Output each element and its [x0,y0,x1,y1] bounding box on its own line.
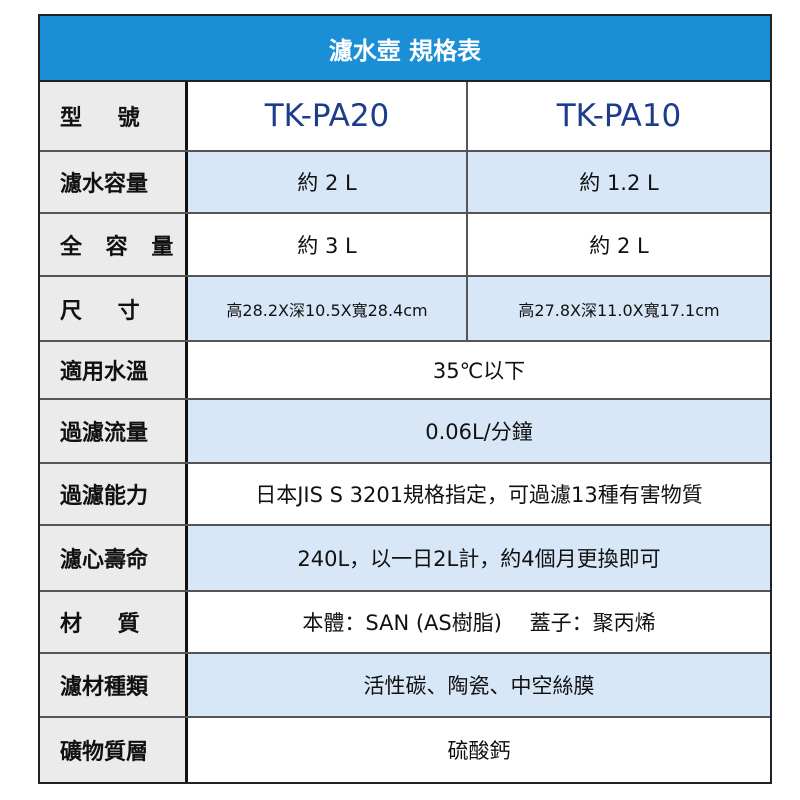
row-water-temp: 適用水溫 35℃以下 [40,342,770,400]
row-label: 礦物質層 [40,718,188,782]
value: 活性碳、陶瓷、中空絲膜 [188,654,770,716]
value: 硫酸鈣 [447,739,511,763]
row-dimensions: 尺 寸 高28.2X深10.5X寬28.4cm 高27.8X深11.0X寬17.… [40,277,770,342]
value: 本體：SAN (AS樹脂) 蓋子：聚丙烯 [302,611,656,635]
value: 240L，以一日2L計，約4個月更換即可 [188,526,770,590]
value-col2: 約 1.2 L [468,152,770,212]
row-label: 濾材種類 [40,654,188,716]
value-col1: 約 2 L [188,152,468,212]
value: 0.06L/分鐘 [188,400,770,462]
row-flow-rate: 過濾流量 0.06L/分鐘 [40,400,770,464]
row-label: 濾心壽命 [40,526,188,590]
row-label: 過濾流量 [40,400,188,462]
row-filter-media: 濾材種類 活性碳、陶瓷、中空絲膜 [40,654,770,718]
row-label: 材 質 [40,592,188,652]
row-filter-life: 濾心壽命 240L，以一日2L計，約4個月更換即可 [40,526,770,592]
row-label: 適用水溫 [40,342,188,398]
row-label: 濾水容量 [40,152,188,212]
row-label: 尺 寸 [40,277,188,340]
model-tk-pa10: TK-PA10 [556,98,682,134]
value: 日本JIS S 3201規格指定，可過濾13種有害物質 [255,483,703,507]
row-label: 全 容 量 [40,214,188,275]
value-col2: 高27.8X深11.0X寬17.1cm [468,277,770,340]
value-col1: 高28.2X深10.5X寬28.4cm [188,277,468,340]
row-filter-capacity: 濾水容量 約 2 L 約 1.2 L [40,152,770,214]
row-label: 過濾能力 [40,464,188,524]
row-material: 材 質 本體：SAN (AS樹脂) 蓋子：聚丙烯 [40,592,770,654]
spec-table: 濾水壺 規格表 型 號 TK-PA20 TK-PA10 濾水容量 約 2 L 約… [38,14,772,784]
value: 35℃以下 [432,359,526,383]
row-model: 型 號 TK-PA20 TK-PA10 [40,82,770,152]
value-col2: 約 2 L [589,233,649,258]
table-title: 濾水壺 規格表 [40,16,770,82]
row-full-capacity: 全 容 量 約 3 L 約 2 L [40,214,770,277]
value-col1: 約 3 L [188,214,468,275]
row-mineral-layer: 礦物質層 硫酸鈣 [40,718,770,782]
row-filter-ability: 過濾能力 日本JIS S 3201規格指定，可過濾13種有害物質 [40,464,770,526]
model-tk-pa20: TK-PA20 [188,82,468,150]
row-label: 型 號 [40,82,188,150]
